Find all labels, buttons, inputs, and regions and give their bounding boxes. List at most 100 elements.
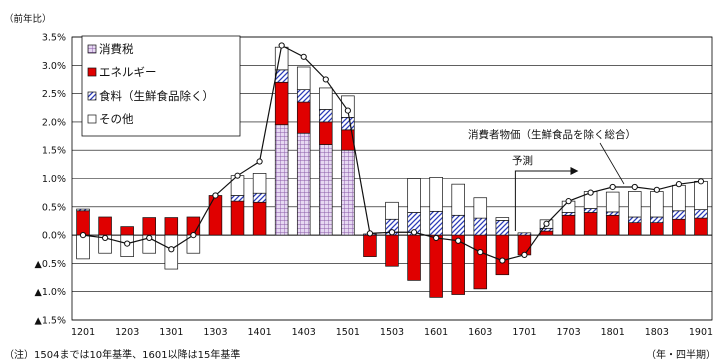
bar-s3-p18: [473, 197, 488, 219]
bar-s3-p19: [495, 217, 510, 221]
bar-s1-p28: [694, 217, 708, 236]
bar-s1-p18: [473, 234, 488, 290]
cpi-label-leader: [599, 142, 625, 185]
bar-s1-p0: [76, 210, 90, 236]
bar-s1-p26: [650, 222, 664, 236]
bar-s3-p24: [605, 191, 620, 213]
bar-s2-p11: [319, 109, 333, 123]
cpi-point-12: [344, 107, 351, 114]
y-tick-label-7: 0.0%: [42, 231, 66, 242]
legend-swatch-energy: [87, 67, 97, 77]
bar-s3-p10: [296, 66, 311, 90]
bar-s1-p6: [208, 195, 223, 236]
y-tick-label-10: ▲1.5%: [35, 316, 66, 327]
forecast-label: 予測: [512, 154, 533, 167]
forecast-arrow: [514, 167, 579, 231]
legend-label-other: その他: [99, 112, 134, 126]
footnote-x-unit: （年・四半期）: [646, 348, 716, 361]
bar-s3-p15: [407, 178, 421, 213]
cpi-point-8: [256, 158, 263, 165]
cpi-point-18: [477, 248, 484, 256]
x-tick-label-3: 1303: [203, 327, 227, 338]
bar-s1-p27: [672, 218, 686, 236]
y-tick-label-0: 3.5%: [42, 33, 66, 44]
bar-s1-p10: [296, 101, 311, 134]
bar-s1-p17: [451, 234, 465, 295]
cpi-line: [79, 42, 705, 264]
cpi-point-21: [543, 220, 550, 227]
bar-s2-p0: [76, 208, 90, 212]
bar-s1-p11: [319, 121, 333, 145]
bar-s2-p8: [252, 192, 267, 203]
bar-s2-p28: [694, 209, 708, 219]
x-tick-label-14: 1901: [689, 327, 713, 338]
bar-s1-p3: [142, 217, 156, 236]
cpi-point-9: [278, 42, 285, 49]
bar-s1-p19: [495, 234, 510, 276]
y-tick-label-4: 1.5%: [42, 146, 66, 157]
bar-s2-p18: [473, 217, 488, 236]
legend-swatch-consumption-tax: [87, 44, 97, 54]
cpi-point-25: [631, 183, 638, 191]
bar-s3-p12: [341, 95, 355, 118]
bar-s1-p9: [274, 81, 289, 126]
bar-s2-p20: [517, 232, 532, 236]
cpi-point-16: [433, 234, 440, 242]
legend-swatch-food: [87, 91, 97, 101]
x-tick-label-2: 1301: [159, 327, 183, 338]
bar-s2-p17: [451, 214, 465, 236]
cpi-point-23: [587, 189, 594, 196]
bar-s2-p12: [341, 117, 355, 131]
bar-s1-p25: [628, 222, 642, 236]
bar-s1-p15: [407, 234, 421, 281]
bar-s3-p28: [694, 180, 708, 210]
bar-s2-p24: [605, 211, 620, 216]
cpi-point-22: [565, 198, 572, 205]
x-tick-label-12: 1801: [601, 327, 625, 338]
bar-s3-p25: [628, 191, 642, 218]
cpi-point-2: [124, 240, 131, 247]
bar-s1-p16: [429, 234, 443, 298]
bar-s3-p0: [76, 234, 90, 260]
x-tick-label-0: 1201: [71, 327, 95, 338]
bar-s0-p11: [319, 144, 333, 236]
bar-s0-p10: [296, 132, 311, 236]
legend-label-energy: エネルギー: [99, 65, 157, 79]
cpi-point-15: [410, 229, 418, 236]
x-tick-label-5: 1403: [292, 327, 316, 338]
legend: 消費税 エネルギー 食料（生鮮食品除く） その他: [81, 35, 241, 137]
bar-s1-p4: [164, 217, 179, 236]
bar-s3-p16: [429, 177, 443, 212]
bar-s1-p8: [252, 201, 267, 236]
bar-s2-p27: [672, 210, 686, 220]
cpi-point-6: [212, 192, 219, 199]
x-tick-label-7: 1503: [380, 327, 404, 338]
bar-s2-p7: [230, 195, 245, 202]
cpi-point-7: [234, 172, 241, 179]
x-axis-ticks: 1201 1203 1301 1303 1401 1403 1501 1503 1601 1603…: [71, 327, 713, 338]
bar-s1-p22: [561, 214, 576, 236]
legend-box: [81, 35, 241, 137]
bar-s3-p11: [319, 87, 333, 110]
bar-s1-p14: [385, 234, 399, 267]
bar-s1-p1: [98, 216, 112, 236]
cpi-point-11: [322, 76, 329, 83]
cpi-point-20: [521, 251, 528, 259]
cpi-point-5: [190, 232, 197, 239]
bar-s2-p25: [628, 216, 642, 223]
y-axis-ticks: 3.5% 3.0% 2.5% 2.0% 1.5% 1.0% 0.5% 0.0% ▲0.5% ▲1.…: [35, 33, 66, 327]
cpi-point-1: [102, 234, 109, 242]
bar-s1-p23: [583, 212, 598, 236]
cpi-point-28: [697, 178, 705, 185]
bar-s3-p14: [385, 201, 399, 220]
bar-s2-p23: [583, 208, 598, 213]
y-tick-label-5: 1.0%: [42, 174, 66, 185]
y-tick-label-6: 0.5%: [42, 202, 66, 213]
bar-s2-p26: [650, 216, 664, 223]
cpi-point-19: [499, 257, 506, 264]
bar-s2-p10: [296, 89, 311, 103]
y-unit-label: （前年比）: [4, 13, 52, 25]
footnote-base-year: （注）1504までは10年基準、1601以降は15年基準: [4, 348, 240, 361]
cpi-point-26: [653, 186, 660, 193]
cpi-point-4: [168, 246, 175, 253]
